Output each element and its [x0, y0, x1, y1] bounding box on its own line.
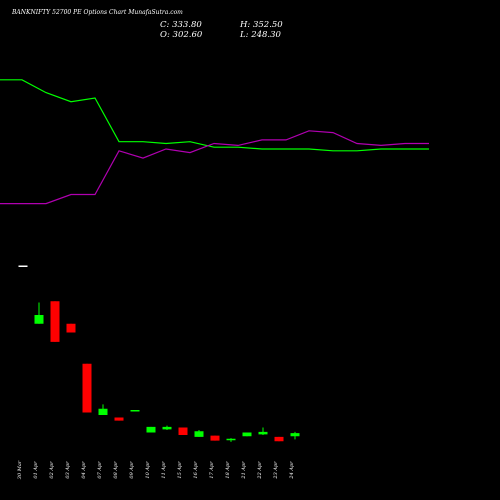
- candle-body: [146, 426, 156, 433]
- x-tick-label: 24 Apr: [289, 461, 295, 480]
- candle-body: [130, 410, 140, 412]
- candle-body: [114, 417, 124, 421]
- candle-body: [18, 265, 28, 267]
- x-tick-label: 16 Apr: [193, 461, 199, 479]
- candle-body: [290, 433, 300, 437]
- candle-body: [82, 363, 92, 413]
- x-axis-labels: 30 Mar 01 Apr 02 Apr 03 Apr 04 Apr 07 Apr 08 A…: [17, 460, 295, 479]
- candles: [18, 265, 300, 442]
- chart-title: BANKNIFTY 52700 PE Options Chart MunafaS…: [12, 9, 183, 16]
- indicator-line-1: [0, 79, 429, 152]
- x-tick-label: 21 Apr: [241, 461, 247, 480]
- candle-body: [178, 427, 188, 435]
- candle-body: [50, 301, 60, 342]
- candle-body: [258, 431, 268, 435]
- x-tick-label: 02 Apr: [49, 461, 55, 479]
- x-tick-label: 15 Apr: [177, 461, 183, 479]
- candle-body: [242, 432, 252, 437]
- candle-body: [34, 315, 44, 324]
- x-tick-label: 03 Apr: [65, 461, 71, 479]
- candle-body: [210, 435, 220, 441]
- x-tick-label: 04 Apr: [81, 461, 87, 479]
- indicator-lines: [0, 79, 429, 205]
- low-value: L: 248.30: [240, 30, 281, 40]
- high-value: H: 352.50: [240, 20, 283, 30]
- x-tick-label: 22 Apr: [257, 461, 263, 480]
- x-tick-label: 01 Apr: [33, 461, 39, 479]
- candle-body: [162, 426, 172, 430]
- indicator-line-2: [0, 130, 429, 205]
- open-value: O: 302.60: [160, 30, 203, 40]
- x-tick-label: 18 Apr: [225, 461, 231, 479]
- x-tick-label: 17 Apr: [209, 461, 215, 479]
- x-tick-label: 30 Mar: [17, 460, 23, 479]
- x-tick-label: 08 Apr: [113, 461, 119, 479]
- x-tick-label: 11 Apr: [161, 461, 167, 479]
- x-tick-label: 10 Apr: [145, 461, 151, 479]
- candle-body: [226, 438, 236, 441]
- x-tick-label: 07 Apr: [97, 461, 103, 479]
- close-value: C: 333.80: [160, 20, 202, 30]
- candle-body: [66, 323, 76, 333]
- candle-body: [194, 431, 204, 437]
- candle-body: [98, 408, 108, 415]
- x-tick-label: 09 Apr: [129, 461, 135, 479]
- candle-body: [274, 436, 284, 442]
- x-tick-label: 23 Apr: [273, 461, 279, 480]
